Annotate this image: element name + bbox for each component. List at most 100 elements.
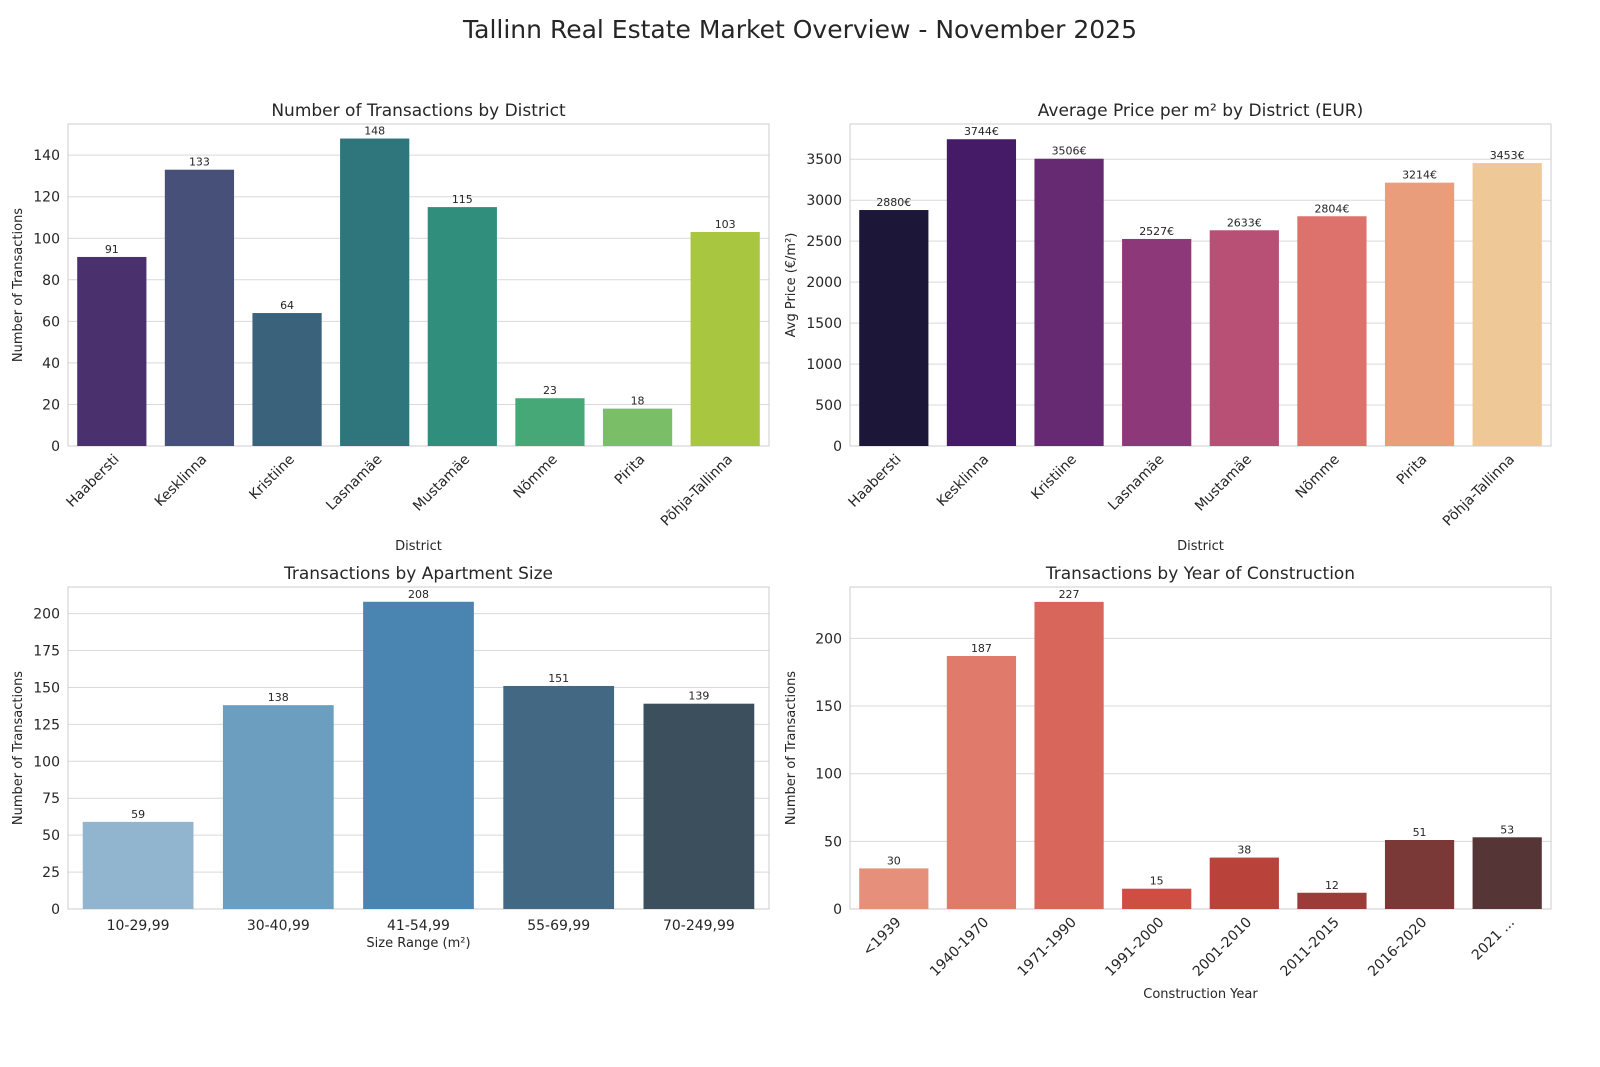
bar-10-29-99 <box>82 821 194 909</box>
data-label: 38 <box>1237 844 1251 857</box>
y-tick-label: 20 <box>42 397 60 413</box>
x-axis-label: District <box>395 539 442 554</box>
x-tick-label: Mustamäe <box>410 452 473 515</box>
bar-lasnam-e <box>1122 238 1192 446</box>
plot-frame <box>849 123 1552 447</box>
y-tick-label: 100 <box>33 754 60 770</box>
x-tick-label: Mustamäe <box>1192 452 1255 515</box>
data-label: 148 <box>364 125 385 138</box>
x-axis-label: Construction Year <box>1143 987 1258 1002</box>
y-axis-label: Number of Transactions <box>784 671 799 825</box>
x-tick-label: <1939 <box>860 915 905 960</box>
bar-haabersti <box>77 256 147 446</box>
bar-2021 <box>1472 837 1542 909</box>
data-label: 2633€ <box>1227 216 1262 229</box>
data-label: 91 <box>105 243 119 256</box>
y-tick-label: 200 <box>33 607 60 623</box>
data-label: 59 <box>131 808 145 821</box>
data-label: 2804€ <box>1314 202 1349 215</box>
y-tick-label: 50 <box>824 834 842 850</box>
data-label: 64 <box>280 299 294 312</box>
bar-p-hja-tallinna <box>690 232 760 446</box>
chart-title: Average Price per m² by District (EUR) <box>1038 101 1364 121</box>
y-axis-label: Number of Transactions <box>11 671 26 825</box>
data-label: 2880€ <box>876 196 911 209</box>
bar-55-69-99 <box>503 685 615 909</box>
data-label: 12 <box>1325 879 1339 892</box>
data-label: 15 <box>1150 875 1164 888</box>
y-tick-label: 120 <box>33 190 60 206</box>
data-label: 227 <box>1059 588 1080 601</box>
bar-kristiine <box>1034 158 1104 446</box>
bar-p-hja-tallinna <box>1472 163 1542 446</box>
bar-1991-2000 <box>1122 888 1192 909</box>
chart-size-transactions: 0 25 50 75 100 125 150 175 200 59 10-29,99 138 30-40… <box>11 564 770 951</box>
x-tick-label: Haabersti <box>64 452 123 511</box>
bar-n-mme <box>515 398 585 446</box>
y-axis-label: Number of Transactions <box>11 208 26 362</box>
x-tick-label: 1940-1970 <box>927 915 992 980</box>
data-label: 3744€ <box>964 125 999 138</box>
bar-lasnam-e <box>340 138 410 446</box>
x-axis-label: Size Range (m²) <box>366 936 470 951</box>
y-tick-label: 75 <box>42 791 60 807</box>
x-tick-label: Haabersti <box>846 452 905 511</box>
bar-70-249-99 <box>643 703 755 909</box>
bar-haabersti <box>859 210 929 446</box>
y-tick-label: 0 <box>51 439 60 455</box>
chart-district-price: 0 500 1000 1500 2000 2500 3000 3500 2880€ Haabers… <box>784 101 1552 554</box>
bar-n-mme <box>1297 216 1367 446</box>
x-tick-label: 2021 ... <box>1469 915 1518 964</box>
y-tick-label: 140 <box>33 148 60 164</box>
x-tick-label: Põhja-Tallinna <box>1440 452 1518 530</box>
x-tick-label: 1971-1990 <box>1015 915 1080 980</box>
chart-year-transactions: 0 50 100 150 200 30 <1939 187 1940-1970 227 1971-1… <box>784 564 1552 1002</box>
y-tick-label: 1500 <box>806 316 842 332</box>
x-tick-label: 41-54,99 <box>387 918 450 934</box>
y-tick-label: 150 <box>815 699 842 715</box>
x-tick-label: Pirita <box>1394 452 1431 489</box>
y-tick-label: 0 <box>833 439 842 455</box>
y-tick-label: 80 <box>42 273 60 289</box>
data-label: 53 <box>1500 823 1514 836</box>
x-tick-label: 2016-2020 <box>1365 915 1430 980</box>
chart-title: Transactions by Apartment Size <box>283 564 553 584</box>
bar-pirita <box>602 408 673 446</box>
x-tick-label: Lasnamäe <box>1105 452 1167 514</box>
bar-30-40-99 <box>222 705 334 909</box>
data-label: 187 <box>971 642 992 655</box>
y-tick-label: 2500 <box>806 234 842 250</box>
bar-1971-1990 <box>1034 601 1104 909</box>
y-tick-label: 200 <box>815 631 842 647</box>
bar-2016-2020 <box>1384 840 1455 909</box>
y-tick-label: 60 <box>42 314 60 330</box>
x-tick-label: 1991-2000 <box>1102 915 1167 980</box>
x-tick-label: 2001-2010 <box>1190 915 1255 980</box>
y-tick-label: 25 <box>42 865 60 881</box>
x-tick-label: 55-69,99 <box>527 918 590 934</box>
bar-mustam-e <box>427 207 497 446</box>
chart-district-transactions: 0 20 40 60 80 100 120 140 91 Haabersti 133 Kesklinn… <box>11 101 770 554</box>
x-tick-label: Pirita <box>612 452 649 489</box>
x-tick-label: Kristiine <box>1028 452 1080 504</box>
x-tick-label: Nõmme <box>511 452 561 502</box>
bar-1939 <box>859 868 929 909</box>
y-tick-label: 40 <box>42 356 60 372</box>
y-tick-label: 0 <box>833 902 842 918</box>
y-axis-label: Avg Price (€/m²) <box>784 233 799 338</box>
y-tick-label: 125 <box>33 717 60 733</box>
y-tick-label: 50 <box>42 828 60 844</box>
chart-title: Transactions by Year of Construction <box>1045 564 1355 584</box>
data-label: 30 <box>887 854 901 867</box>
bar-pirita <box>1384 182 1455 446</box>
x-axis-label: District <box>1177 539 1224 554</box>
data-label: 208 <box>408 588 429 601</box>
x-tick-label: 30-40,99 <box>247 918 310 934</box>
data-label: 139 <box>688 690 709 703</box>
bar-41-54-99 <box>363 601 474 909</box>
y-tick-label: 3500 <box>806 152 842 168</box>
bar-1940-1970 <box>946 656 1017 909</box>
data-label: 115 <box>452 193 473 206</box>
y-tick-label: 3000 <box>806 193 842 209</box>
